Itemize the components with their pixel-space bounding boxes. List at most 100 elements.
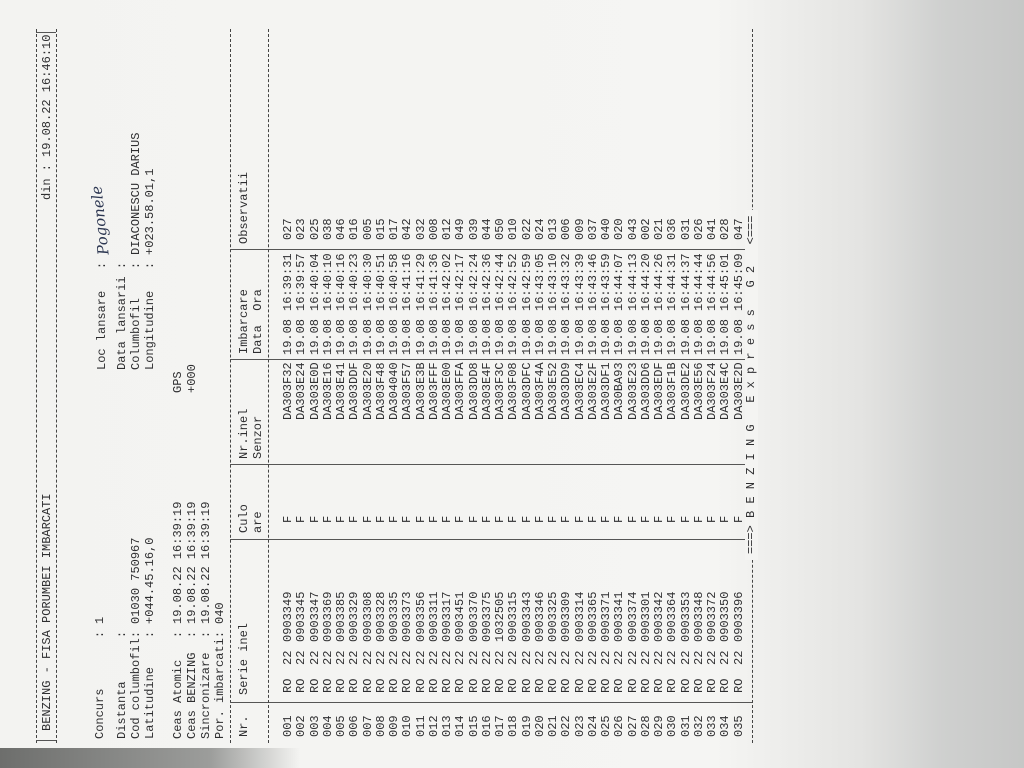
row-number: 009 (387, 715, 401, 737)
row-number: 024 (585, 715, 600, 737)
date: 19.08 (532, 318, 547, 355)
country: RO (731, 678, 746, 693)
ring-number: 0903385 (334, 591, 348, 642)
sensor-id: DA30BA93 (612, 362, 627, 420)
year: 22 (559, 650, 574, 665)
ring-number: 0903353 (678, 591, 693, 642)
row-number: 013 (440, 715, 454, 737)
year: 22 (532, 650, 547, 665)
time: 16:43:10 (546, 253, 560, 311)
color: F (678, 515, 693, 523)
sensor-id: DA303F1B (665, 362, 680, 420)
sensor-id: DA304040 (387, 362, 401, 420)
column-rule (230, 464, 752, 465)
date: 19.08 (652, 318, 666, 355)
column-header: Nr.inel (237, 408, 251, 459)
info-right-label: Columbofil : (129, 261, 143, 370)
ring-number: 0903451 (453, 591, 468, 642)
ring-number: 0903373 (400, 591, 415, 642)
time: 16:43:39 (572, 253, 587, 311)
column-rule (230, 539, 752, 540)
color: F (705, 515, 719, 523)
observation: 009 (572, 218, 587, 240)
date: 19.08 (453, 318, 468, 355)
column-header: Senzor (251, 415, 265, 459)
clock-value: 19.08.22 16:39:19 (185, 501, 199, 624)
row-number: 017 (493, 715, 507, 737)
ring-number: 0903301 (638, 591, 653, 642)
color: F (493, 515, 507, 523)
country: RO (519, 678, 534, 693)
country: RO (532, 678, 547, 693)
sensor-id: DA303FFF (426, 362, 441, 420)
clock-label: Ceas BENZING : (185, 630, 199, 739)
ring-number: 0903369 (320, 591, 335, 642)
time: 16:45:01 (718, 253, 733, 311)
year: 22 (360, 650, 375, 665)
info-right: Columbofil : DIACONESCU DARIUS (129, 133, 143, 370)
doc-title: BENZING - FISA PORUMBEI IMBARCATI (40, 493, 54, 731)
observation: 022 (519, 218, 534, 240)
date: 19.08 (678, 318, 693, 355)
date: 19.08 (493, 318, 507, 355)
observation: 021 (652, 218, 666, 240)
date: 19.08 (479, 318, 494, 355)
column-header: Culo (237, 504, 251, 533)
time: 16:42:36 (479, 253, 494, 311)
date: 19.08 (347, 318, 362, 355)
observation: 005 (360, 218, 375, 240)
sensor-id: DA303DDF (347, 362, 362, 420)
country: RO (479, 678, 494, 693)
sensor-id: DA303E16 (320, 362, 335, 420)
country: RO (493, 678, 507, 693)
country: RO (546, 678, 560, 693)
country: RO (347, 678, 362, 693)
time: 16:43:59 (599, 253, 613, 311)
sensor-id: DA303E52 (546, 362, 560, 420)
color: F (559, 515, 574, 523)
row-number: 030 (665, 715, 680, 737)
date: 19.08 (307, 318, 322, 355)
sensor-id: DA303E41 (334, 362, 348, 420)
sensor-id: DA303EDF (652, 362, 666, 420)
year: 22 (347, 650, 362, 665)
time: 16:42:44 (493, 253, 507, 311)
color: F (532, 515, 547, 523)
date: 19.08 (546, 318, 560, 355)
year: 22 (320, 650, 335, 665)
column-header: Data Ora (251, 289, 265, 354)
sensor-id: DA303E56 (691, 362, 706, 420)
ring-number: 0903370 (466, 591, 481, 642)
date: 19.08 (585, 318, 600, 355)
clock: Sincronizare : 19.08.22 16:39:19 (199, 502, 213, 739)
observation: 008 (426, 218, 441, 240)
sensor-id: DA303EC4 (572, 362, 587, 420)
time: 16:44:31 (665, 253, 680, 311)
time: 16:43:05 (532, 253, 547, 311)
color: F (519, 515, 534, 523)
ring-number: 0903317 (440, 591, 454, 642)
time: 16:40:04 (307, 253, 322, 311)
dashed-rule (268, 29, 269, 743)
color: F (307, 515, 322, 523)
info-right-label: Data lansarii : (115, 261, 129, 370)
box-edge (36, 740, 56, 741)
sensor-id: DA303E4C (718, 362, 733, 420)
row-number: 012 (426, 715, 441, 737)
time: 16:42:02 (440, 253, 454, 311)
observation: 024 (532, 218, 547, 240)
year: 22 (705, 650, 719, 665)
observation: 037 (585, 218, 600, 240)
country: RO (718, 678, 733, 693)
sensor-id: DA303E24 (294, 362, 309, 420)
time: 16:41:29 (413, 253, 428, 311)
dashed-rule (36, 29, 37, 743)
row-number: 026 (612, 715, 627, 737)
row-number: 016 (479, 715, 494, 737)
year: 22 (612, 650, 627, 665)
row-number: 018 (506, 715, 521, 737)
country: RO (585, 678, 600, 693)
date: 19.08 (373, 318, 388, 355)
info-left: Distanta : (115, 631, 129, 739)
observation: 043 (625, 218, 640, 240)
